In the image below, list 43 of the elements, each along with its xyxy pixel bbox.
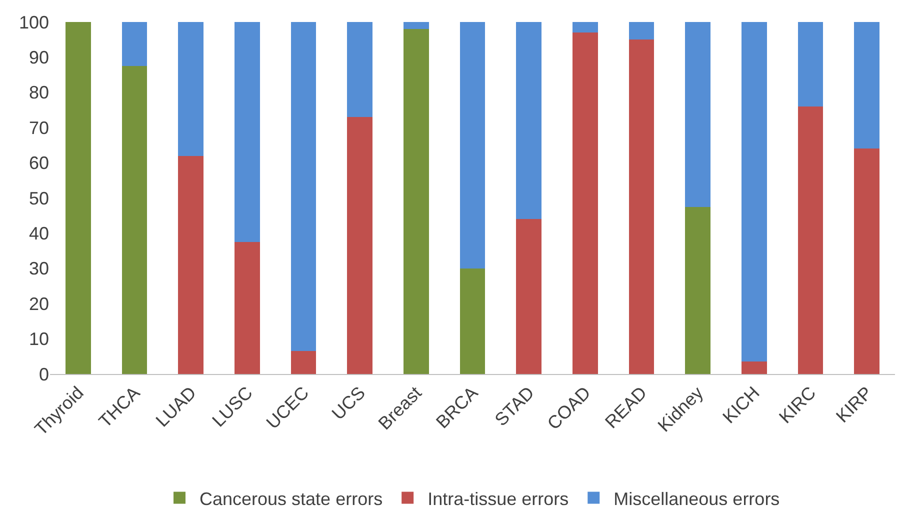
bar <box>122 66 148 374</box>
bar <box>685 206 711 374</box>
bar <box>798 22 824 106</box>
bar <box>516 219 542 374</box>
bar <box>741 362 767 374</box>
bar <box>460 22 486 268</box>
bar <box>572 22 598 33</box>
bar <box>65 22 91 374</box>
bar <box>403 29 429 374</box>
y-tick-label: 50 <box>28 188 49 208</box>
y-tick-label: 100 <box>18 12 49 32</box>
y-tick-label: 80 <box>28 82 49 103</box>
bar <box>628 22 654 40</box>
legend-label: Miscellaneous errors <box>614 488 780 509</box>
bar <box>685 22 711 207</box>
bar <box>854 148 880 374</box>
bar <box>854 22 880 149</box>
bar <box>290 351 316 374</box>
bar <box>798 106 824 374</box>
y-tick-label: 0 <box>38 364 49 384</box>
y-tick-label: 70 <box>28 118 49 138</box>
bar <box>516 22 542 220</box>
bar <box>403 22 429 30</box>
bar <box>741 22 767 362</box>
bar <box>460 268 486 374</box>
bar <box>572 32 598 374</box>
bar <box>347 117 373 374</box>
bar <box>290 22 316 352</box>
legend-label: Cancerous state errors <box>200 488 383 509</box>
bar <box>234 22 260 242</box>
bar <box>234 242 260 374</box>
y-tick-label: 40 <box>28 224 49 244</box>
bar <box>628 40 654 374</box>
legend-label: Intra-tissue errors <box>428 488 569 509</box>
bar <box>122 22 148 66</box>
y-tick-label: 30 <box>28 258 49 279</box>
y-tick-label: 60 <box>28 153 49 174</box>
y-tick-label: 90 <box>28 48 49 68</box>
bar <box>178 156 204 374</box>
bar <box>178 22 204 156</box>
y-tick-label: 10 <box>28 329 49 350</box>
bar <box>347 22 373 118</box>
y-tick-label: 20 <box>28 294 49 314</box>
